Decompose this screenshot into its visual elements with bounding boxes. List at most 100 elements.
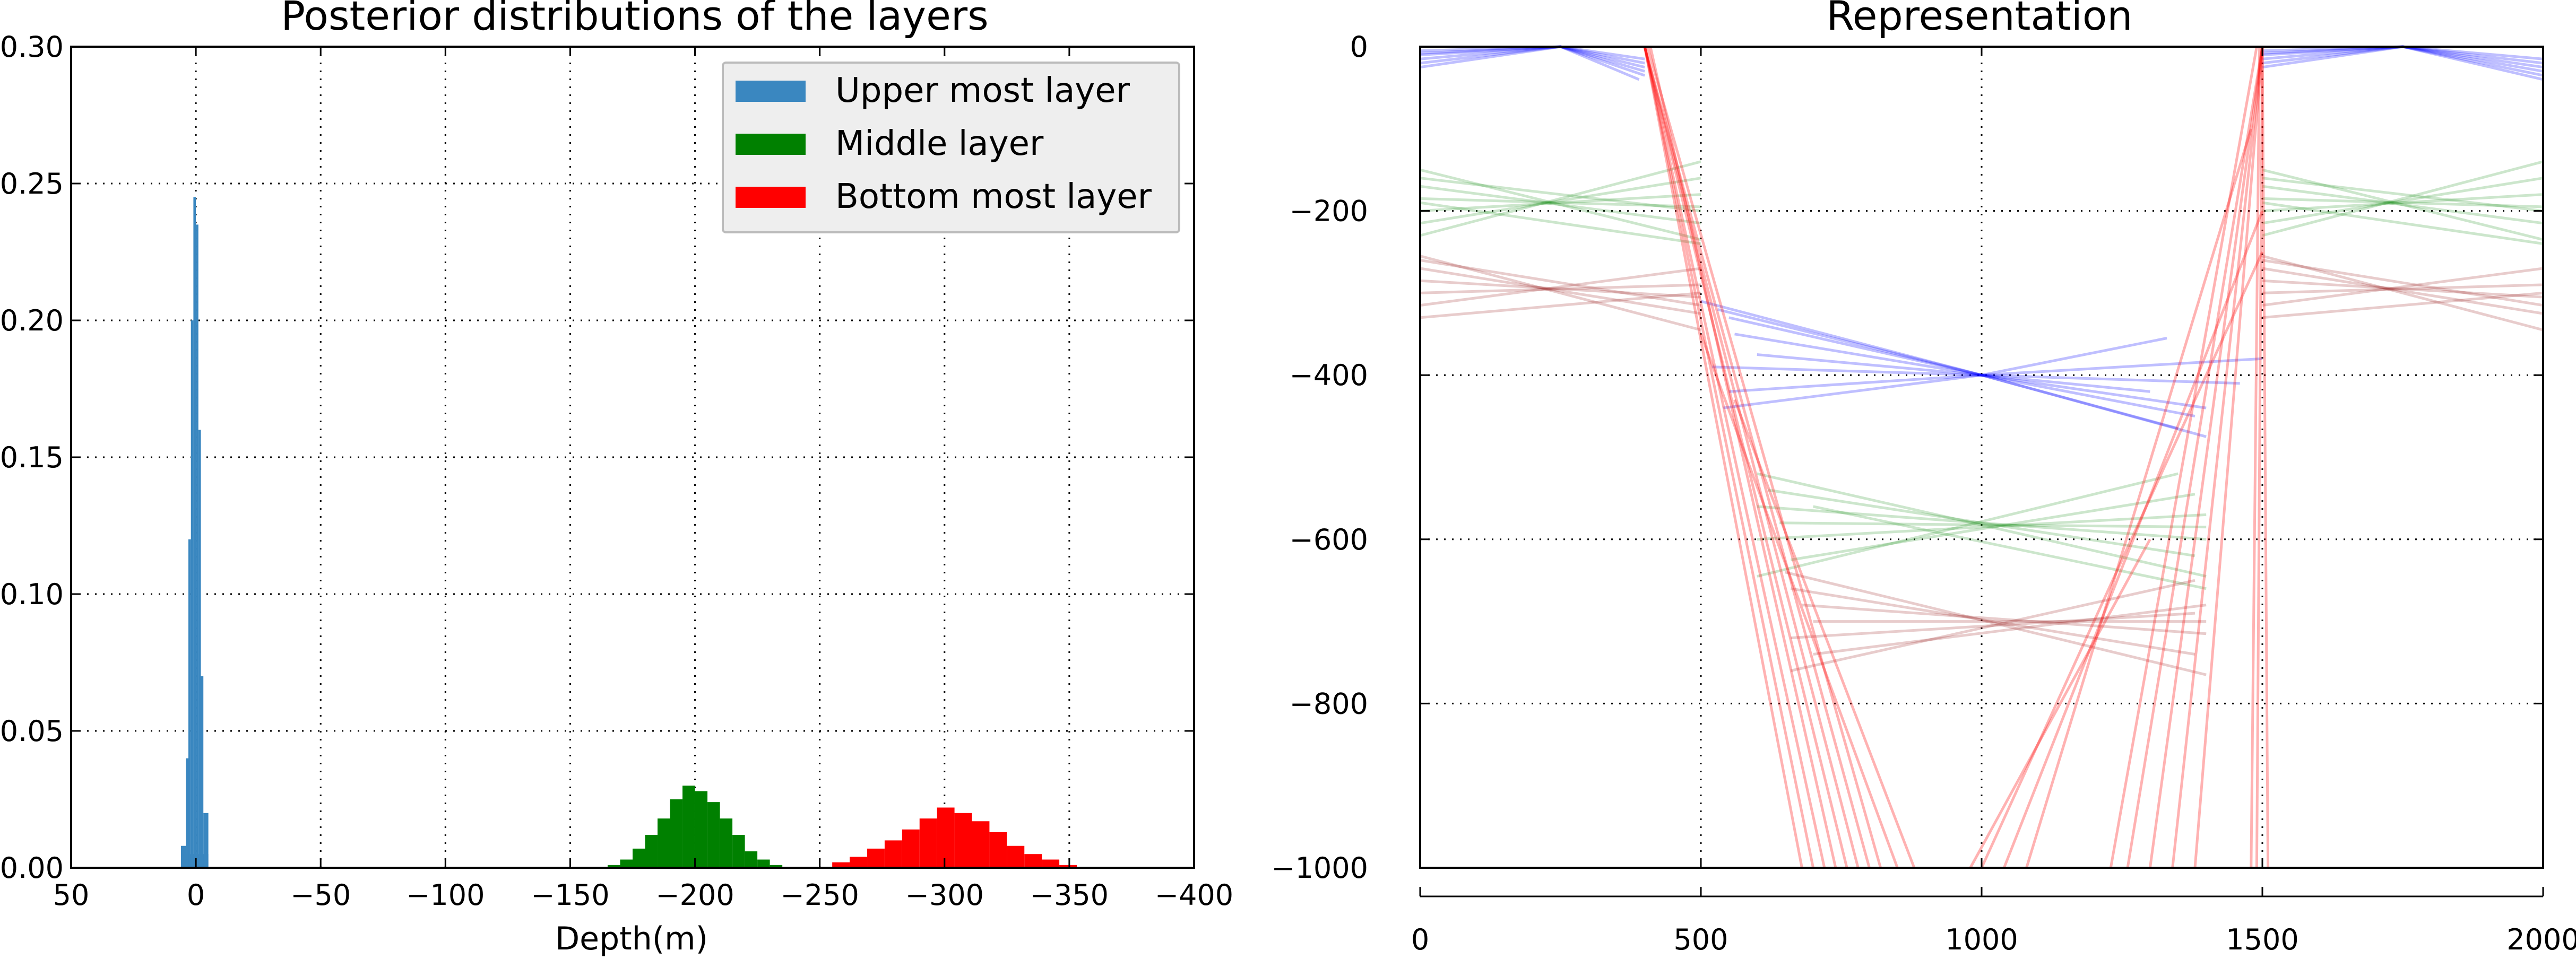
layer-line: [1717, 308, 2179, 430]
histogram-bar: [196, 224, 198, 868]
layer-line: [1712, 365, 2240, 385]
x-tick-label: −250: [781, 878, 859, 912]
x-tick-label: −300: [905, 878, 984, 912]
histogram-bar: [972, 821, 990, 868]
histogram-bar: [645, 835, 658, 868]
layer-line: [2262, 267, 2544, 307]
layer-line: [2025, 128, 2253, 868]
layer-line: [1757, 505, 2207, 541]
layer-line: [1757, 513, 2207, 541]
line-group-3: [1643, 46, 2270, 869]
y-tick-label: −600: [1290, 523, 1368, 556]
histogram-bar: [670, 799, 683, 868]
layer-line: [1420, 283, 1701, 294]
x-tick-label: −150: [531, 878, 609, 912]
y-tick-label: 0.15: [0, 441, 64, 474]
representation-panel: Representation 0 500 1000 1500 2000 0 −200 −40…: [1271, 0, 2576, 956]
histogram-x-tick-labels: 50 0 −50 −100 −150 −200 −250 −300 −350 −400: [53, 878, 1234, 912]
layer-line: [1420, 267, 1701, 315]
layer-line: [1757, 472, 2179, 578]
representation-x-tick-labels: 0 500 1000 1500 2000: [1411, 923, 2576, 956]
representation-grid: [1420, 46, 2543, 868]
histogram-bar: [658, 818, 670, 868]
representation-plot-frame: [1419, 46, 2544, 869]
layer-line: [1420, 267, 1701, 307]
histogram-bar: [180, 845, 186, 868]
layer-line: [2002, 210, 2264, 868]
layer-line: [1420, 177, 1701, 213]
series-upper-most-layer: [180, 197, 209, 868]
series-bottom-most-layer: [832, 807, 1077, 868]
legend-label-bottom-most-layer: Bottom most layer: [835, 177, 1152, 216]
layer-line: [1757, 353, 2263, 377]
layer-line: [1643, 46, 1815, 868]
histogram-bar: [695, 791, 708, 868]
layer-line: [1420, 197, 1701, 208]
layer-line: [1768, 489, 2195, 557]
representation-title: Representation: [1826, 0, 2132, 39]
series-middle-layer: [607, 786, 783, 868]
layer-line: [1733, 399, 1916, 868]
x-tick-label: 1000: [1945, 923, 2018, 956]
histogram-bar: [682, 786, 695, 868]
layer-line: [1734, 333, 2195, 418]
legend-swatch-upper-most-layer: [736, 81, 806, 102]
layer-line: [1790, 493, 2195, 561]
layer-line: [1643, 46, 1860, 868]
histogram-bar: [720, 818, 733, 868]
layer-line: [1728, 337, 2167, 393]
histogram-bar: [884, 840, 902, 868]
x-tick-label: 1500: [2226, 923, 2298, 956]
layer-line: [1790, 587, 2195, 656]
layer-line: [1790, 579, 2195, 672]
layer-line: [1969, 538, 2151, 869]
histogram-ticks: [70, 46, 1195, 869]
histogram-bar: [937, 807, 955, 868]
layer-line: [1728, 316, 2207, 409]
y-tick-label: 0.20: [0, 304, 64, 337]
layer-line: [1785, 571, 2207, 676]
layer-line: [2262, 255, 2544, 332]
y-tick-label: −200: [1290, 195, 1368, 228]
layer-line: [1420, 177, 1701, 225]
legend-entry-bottom-most-layer: Bottom most layer: [736, 177, 1152, 216]
histogram-bar: [186, 758, 189, 868]
histogram-bar: [1024, 854, 1042, 868]
histogram-title: Posterior distributions of the layers: [281, 0, 988, 39]
legend-entry-middle-layer: Middle layer: [736, 124, 1044, 163]
y-tick-label: −800: [1290, 687, 1368, 720]
layer-line: [1646, 46, 1882, 868]
representation-ticks: [1419, 46, 2544, 897]
legend-swatch-bottom-most-layer: [736, 187, 806, 208]
x-tick-label: −350: [1030, 878, 1109, 912]
line-group-0: [1420, 45, 2544, 438]
representation-lines: [1420, 45, 2544, 869]
legend-label-upper-most-layer: Upper most layer: [835, 71, 1130, 110]
layer-line: [1420, 279, 1701, 299]
x-tick-label: 500: [1673, 923, 1728, 956]
layer-line: [2262, 185, 2544, 225]
layer-line: [2262, 201, 2544, 245]
histogram-bar: [902, 829, 920, 868]
histogram-bar: [607, 865, 620, 868]
layer-line: [1643, 46, 1826, 868]
layer-line: [1649, 46, 1837, 868]
histogram-bar: [1059, 865, 1077, 868]
layer-line: [2262, 177, 2544, 225]
histogram-bar: [193, 197, 196, 868]
histogram-bar: [832, 862, 850, 868]
layer-line: [1420, 193, 1701, 213]
x-tick-label: 2000: [2506, 923, 2576, 956]
x-tick-label: 0: [187, 878, 205, 912]
y-tick-label: 0.25: [0, 167, 64, 200]
y-tick-label: 0.05: [0, 714, 64, 748]
legend-box: [722, 62, 1180, 233]
layer-line: [2126, 46, 2264, 868]
representation-y-tick-labels: 0 −200 −400 −600 −800 −1000: [1271, 30, 1368, 885]
legend-label-middle-layer: Middle layer: [835, 124, 1044, 163]
histogram-bar: [203, 813, 209, 868]
layer-line: [1802, 604, 2207, 635]
layer-line: [2193, 46, 2264, 868]
legend-entry-upper-most-layer: Upper most layer: [736, 71, 1130, 110]
